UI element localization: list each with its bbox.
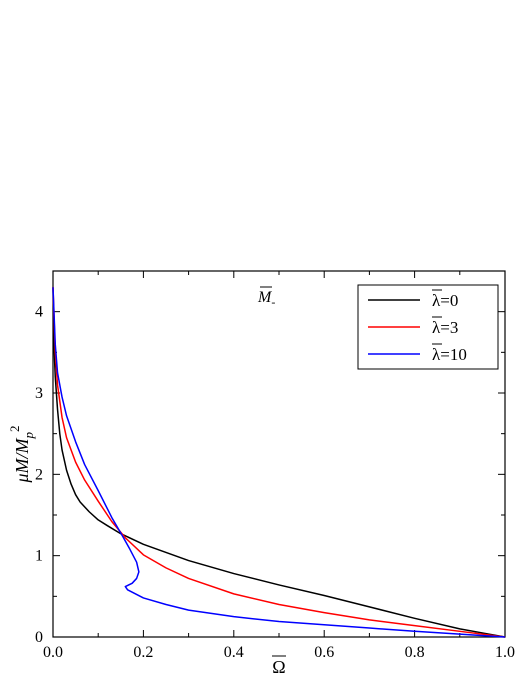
y-axis-title-sup: 2 [7,425,22,432]
tick-group: 0.0 0.2 0.4 0.6 0.8 1.0 0 1 2 3 4 [35,270,515,661]
y-tick-label: 1 [35,548,43,565]
legend-value: =10 [440,345,467,364]
series-line-1 [52,287,506,638]
y-tick-label: 3 [35,385,43,402]
legend-symbol: λ [432,318,441,337]
legend-symbol: λ [432,345,441,364]
x-tick-label: 0.0 [43,644,63,661]
annotation-sub: - [271,295,275,309]
x-tick-label: 0.4 [224,644,244,661]
y-tick-label: 0 [35,629,43,646]
series-line-2 [52,287,506,638]
y-axis-title-base: μM/M [12,437,32,483]
annotation: M- [257,289,275,309]
series-line-0 [52,287,506,638]
annotation-text: M [257,289,273,306]
y-tick-label: 2 [35,466,43,483]
x-tick-label: 1.0 [495,644,515,661]
y-tick-label: 4 [35,304,43,321]
x-tick-label: 0.2 [133,644,153,661]
legend: λ=0λ=3λ=10 [368,289,467,364]
y-axis-title: μM/Mp2 [7,425,36,483]
legend-label-1: λ=3 [432,318,458,337]
legend-symbol: λ [432,291,441,310]
legend-label-2: λ=10 [432,345,467,364]
y-axis-title-sub: p [21,431,36,439]
legend-label-0: λ=0 [432,291,458,310]
x-tick-label: 0.6 [314,644,334,661]
x-axis-title: Ω [272,657,285,677]
legend-value: =3 [440,318,458,337]
x-tick-label: 0.8 [405,644,425,661]
series-group [52,287,506,638]
legend-value: =0 [440,291,458,310]
